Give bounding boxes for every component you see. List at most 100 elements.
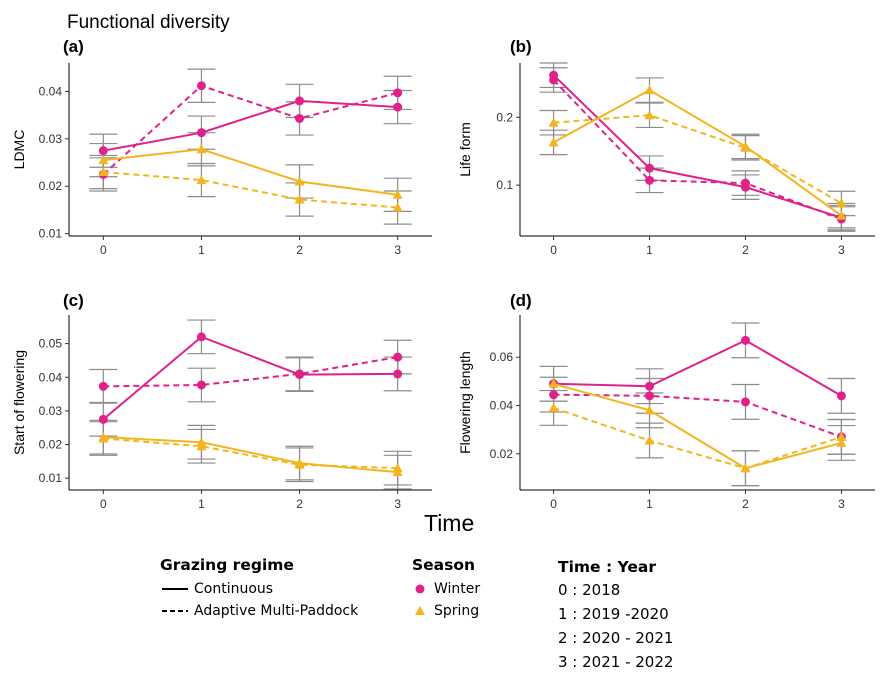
legend-item-continuous: Continuous (160, 578, 358, 600)
y-tick-label: 0.05 (39, 337, 63, 351)
panel-label: (a) (63, 37, 84, 56)
legend-time-item: 0 : 2018 (558, 581, 621, 599)
data-point-winter (393, 352, 403, 362)
data-point-spring (836, 198, 847, 208)
y-tick-label: 0.03 (39, 404, 63, 418)
x-tick-label: 3 (838, 243, 845, 257)
legend-item-adaptive-multi-paddock: Adaptive Multi-Paddock (160, 600, 358, 622)
x-tick-label: 0 (100, 243, 107, 257)
data-point-spring (294, 459, 305, 469)
series-line-spring-amp (553, 406, 842, 470)
data-point-winter (549, 75, 559, 85)
x-tick-label: 2 (742, 243, 749, 257)
data-point-winter (645, 163, 655, 173)
panel-label: (b) (510, 37, 532, 56)
data-point-spring (548, 117, 559, 127)
legend-item-label: Winter (434, 581, 481, 597)
data-point-spring (196, 175, 207, 185)
data-point-spring (644, 85, 655, 95)
y-tick-label: 0.04 (490, 399, 514, 413)
legend-grazing-title: Grazing regime (160, 556, 294, 574)
series-line-winter-continuous (103, 99, 398, 152)
legend-time-item: 1 : 2019 -2020 (558, 605, 669, 623)
solid-line-key-icon (160, 578, 190, 600)
panel-label: (d) (510, 291, 532, 310)
data-point-winter (740, 178, 750, 188)
series-line-winter-continuous (552, 74, 842, 219)
data-point-spring (548, 402, 559, 412)
series-line-winter-amp (552, 79, 842, 220)
legend-season-title: Season (412, 556, 476, 574)
legend-item-label: Continuous (194, 581, 274, 597)
x-tick-label: 2 (742, 497, 749, 511)
legend-season: Season Winter Spring (412, 556, 480, 622)
data-point-spring (836, 431, 847, 441)
chart-panel-2: (b) Life form 0.1 0.2 0 1 2 3 (457, 37, 875, 257)
panel-label: (c) (63, 291, 84, 310)
data-point-winter (196, 332, 206, 342)
x-tick-label: 1 (646, 497, 653, 511)
legend-item-label: Adaptive Multi-Paddock (194, 603, 359, 619)
data-point-winter (393, 369, 403, 379)
y-tick-label: 0.01 (39, 227, 63, 241)
data-point-winter (295, 113, 305, 123)
y-axis-title: Life form (457, 122, 473, 176)
data-point-winter (393, 88, 403, 98)
chart-panel-3: (c) Start of flowering 0.01 0.02 0.03 0.04 0.0… (11, 291, 432, 511)
data-point-spring (644, 405, 655, 415)
chart-panel-4: (d) Flowering length 0.02 0.04 0.06 0 1 2 3 (457, 291, 875, 511)
x-tick-label: 0 (100, 497, 107, 511)
series-line-spring-amp (553, 114, 842, 205)
series-line-winter-amp (102, 84, 398, 176)
data-point-spring (392, 463, 403, 473)
x-tick-label: 3 (394, 497, 401, 511)
data-point-spring (836, 210, 847, 220)
data-point-winter (549, 390, 559, 400)
data-point-spring (644, 435, 655, 445)
legend-time-year: Time : Year 0 : 2018 1 : 2019 -2020 2 : … (558, 558, 673, 674)
y-tick-label: 0.02 (490, 447, 514, 461)
data-point-spring (548, 137, 559, 147)
y-axis-title: Flowering length (457, 351, 473, 454)
data-point-winter (645, 381, 655, 391)
data-point-spring (98, 433, 109, 443)
data-point-winter (196, 81, 206, 91)
x-tick-label: 1 (198, 243, 205, 257)
data-point-winter (645, 175, 655, 185)
y-tick-label: 0.06 (490, 350, 514, 364)
legend-item-winter: Winter (412, 578, 480, 600)
chart-panel-1: (a) LDMC 0.01 0.02 0.03 0.04 0 1 2 3 (11, 37, 432, 257)
data-point-spring (740, 463, 751, 473)
series-line-spring-continuous (553, 88, 843, 217)
x-tick-label: 0 (550, 243, 557, 257)
data-point-winter (196, 380, 206, 390)
data-point-winter (98, 146, 108, 156)
data-point-spring (196, 441, 207, 451)
data-point-spring (294, 194, 305, 204)
data-point-winter (295, 369, 305, 379)
figure-supertitle: Functional diversity (67, 12, 230, 33)
x-tick-label: 2 (296, 243, 303, 257)
y-tick-label: 0.03 (39, 132, 63, 146)
data-point-winter (740, 397, 750, 407)
data-point-winter (393, 102, 403, 112)
y-tick-label: 0.04 (39, 84, 63, 98)
series-line-winter-amp (553, 393, 842, 438)
y-tick-label: 0.04 (39, 370, 63, 384)
data-point-winter (645, 391, 655, 401)
data-point-spring (836, 437, 847, 447)
data-point-spring (644, 110, 655, 120)
x-tick-label: 2 (296, 497, 303, 511)
data-point-spring (740, 142, 751, 152)
data-point-winter (98, 381, 108, 391)
triangle-marker-key-icon (412, 600, 430, 622)
legend-time-item: 2 : 2020 - 2021 (558, 629, 674, 647)
data-point-winter (740, 335, 750, 345)
y-tick-label: 0.2 (496, 110, 513, 124)
data-point-winter (196, 128, 206, 138)
y-axis-title: Start of flowering (11, 350, 27, 455)
series-line-spring-continuous (103, 148, 398, 196)
data-point-spring (548, 378, 559, 388)
data-point-winter (98, 414, 108, 424)
